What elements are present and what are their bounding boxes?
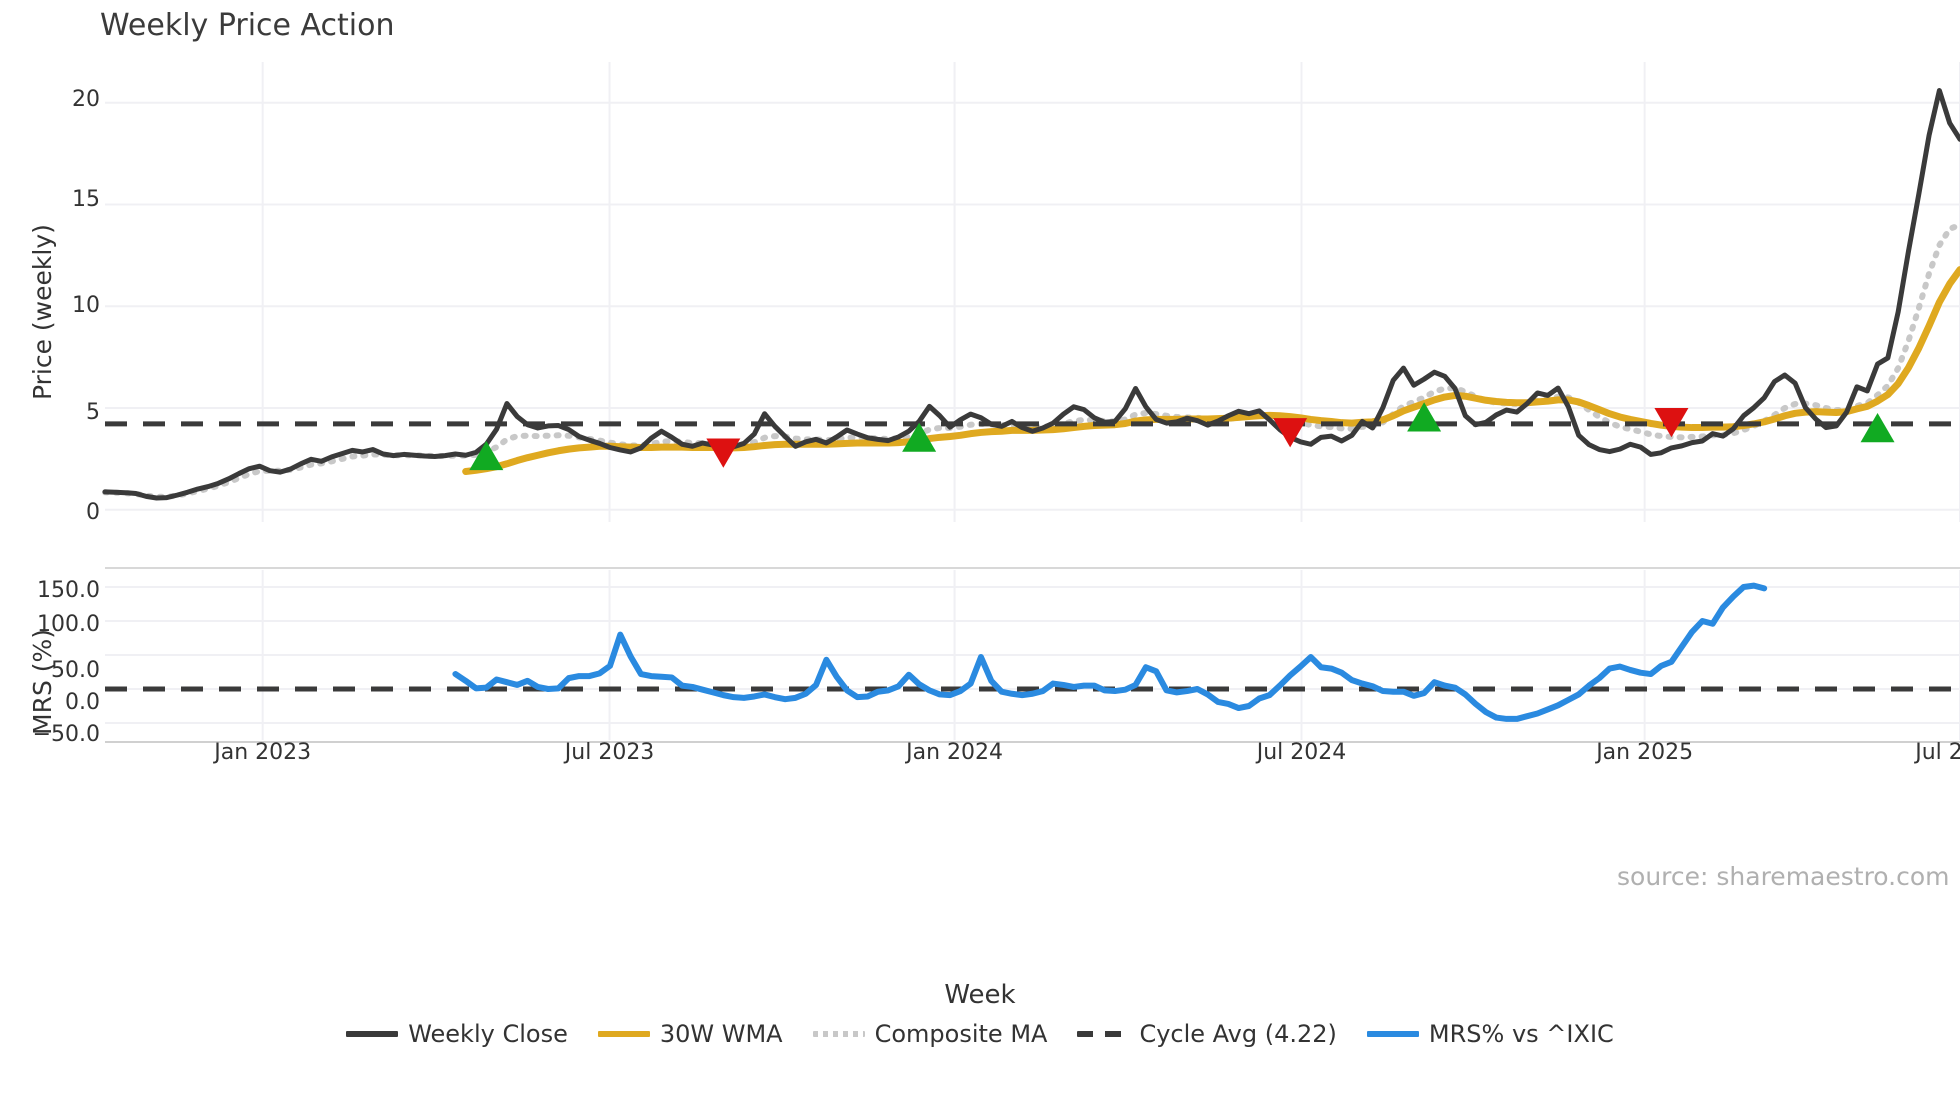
series-weekly-close <box>102 88 1960 501</box>
series-composite-ma <box>102 221 1960 500</box>
legend-swatch-cycle-avg <box>1077 1031 1130 1037</box>
source-watermark: source: sharemaestro.com <box>1617 862 1950 891</box>
legend-item-mrs[interactable]: MRS% vs ^IXIC <box>1366 1020 1614 1048</box>
price-ytick-0: 0 <box>86 500 100 525</box>
mrs-ytick--50: −50.0 <box>32 722 100 747</box>
mrs-ytick-100: 100.0 <box>37 612 100 637</box>
legend-swatch-mrs <box>1366 1031 1419 1037</box>
price-ytick-15: 15 <box>72 187 100 212</box>
xtick-jan-2025: Jan 2025 <box>1596 740 1694 765</box>
legend-swatch-weekly-close <box>346 1031 399 1037</box>
chart-legend: Weekly Close 30W WMA Composite MA Cycle … <box>0 1020 1960 1048</box>
price-ytick-10: 10 <box>72 293 100 318</box>
buy-signal-marker[interactable] <box>902 422 937 452</box>
legend-item-weekly-close[interactable]: Weekly Close <box>346 1020 568 1048</box>
legend-item-composite-ma[interactable]: Composite MA <box>812 1020 1048 1048</box>
x-axis-label: Week <box>944 980 1016 1010</box>
xtick-jul-2024: Jul 2024 <box>1256 740 1347 765</box>
legend-label-composite-ma: Composite MA <box>874 1020 1048 1048</box>
legend-label-30w-wma: 30W WMA <box>659 1020 783 1048</box>
mrs-ytick-0: 0.0 <box>65 690 100 715</box>
legend-item-30w-wma[interactable]: 30W WMA <box>597 1020 783 1048</box>
buy-signal-marker[interactable] <box>1407 402 1442 432</box>
legend-label-mrs: MRS% vs ^IXIC <box>1428 1020 1614 1048</box>
legend-item-cycle-avg[interactable]: Cycle Avg (4.22) <box>1077 1020 1337 1048</box>
mrs-ytick-50: 50.0 <box>51 658 100 683</box>
page-title: Weekly Price Action <box>100 8 395 43</box>
sell-signal-marker[interactable] <box>1273 418 1308 448</box>
price-ytick-5: 5 <box>86 400 100 425</box>
price-axis-ylabel: Price (weekly) <box>28 224 57 400</box>
legend-swatch-30w-wma <box>597 1031 650 1037</box>
legend-label-weekly-close: Weekly Close <box>408 1020 568 1048</box>
legend-label-cycle-avg: Cycle Avg (4.22) <box>1139 1020 1337 1048</box>
xtick-jan-2024: Jan 2024 <box>906 740 1004 765</box>
sell-signal-marker[interactable] <box>1654 407 1689 438</box>
legend-swatch-composite-ma <box>812 1031 865 1037</box>
xtick-jul-2023: Jul 2023 <box>564 740 655 765</box>
mrs-ytick-150: 150.0 <box>37 578 100 603</box>
series-mrs <box>452 582 1768 722</box>
buy-signal-marker[interactable] <box>1860 413 1895 443</box>
xtick-jan-2023: Jan 2023 <box>214 740 312 765</box>
sell-signal-marker[interactable] <box>706 438 741 468</box>
buy-signal-marker[interactable] <box>469 440 504 471</box>
price-ytick-20: 20 <box>72 87 100 112</box>
xtick-jul-2025: Jul 2025 <box>1915 740 1960 765</box>
